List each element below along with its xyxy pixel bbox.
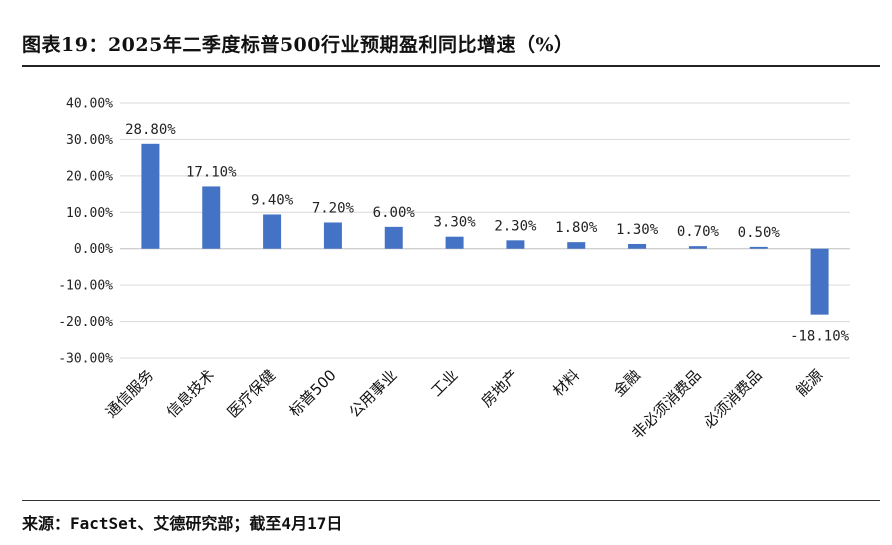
- y-tick-label: 20.00%: [66, 169, 113, 184]
- bar: [323, 222, 342, 249]
- bar: [749, 246, 768, 249]
- footer-divider: [22, 500, 880, 501]
- data-label: 1.80%: [555, 220, 598, 236]
- bar: [567, 242, 586, 249]
- bar: [263, 214, 282, 249]
- y-tick-label: -30.00%: [58, 352, 113, 367]
- x-category-label: 金融: [610, 366, 644, 400]
- data-label: 6.00%: [373, 205, 416, 221]
- x-category-label: 医疗保健: [224, 366, 279, 421]
- data-label: 28.80%: [125, 122, 176, 138]
- data-label: 1.30%: [616, 222, 659, 238]
- bar: [810, 248, 829, 315]
- data-label: 0.70%: [677, 224, 720, 240]
- x-category-label: 必须消费品: [700, 366, 766, 432]
- x-category-label: 工业: [427, 366, 461, 400]
- data-label: 2.30%: [494, 218, 537, 234]
- x-category-label: 标普500: [286, 366, 340, 420]
- y-tick-label: 10.00%: [66, 206, 113, 221]
- x-category-label: 房地产: [478, 366, 523, 411]
- data-label: 17.10%: [186, 164, 237, 180]
- x-category-label: 材料: [549, 366, 583, 400]
- data-label: 3.30%: [434, 215, 477, 231]
- x-category-label: 能源: [792, 366, 826, 400]
- bar: [202, 186, 221, 249]
- data-label: 7.20%: [312, 200, 355, 216]
- bar: [688, 246, 707, 249]
- y-tick-label: 40.00%: [66, 97, 113, 112]
- y-tick-label: 0.00%: [74, 242, 113, 257]
- x-category-label: 公用事业: [345, 366, 400, 421]
- bar: [628, 243, 647, 249]
- y-tick-label: -10.00%: [58, 279, 113, 294]
- x-category-label: 通信服务: [102, 366, 157, 421]
- bar-chart: 40.00% 30.00% 20.00% 10.00% 0.00% -10.00% -20.…: [58, 97, 850, 442]
- bar: [141, 143, 160, 249]
- data-label: -18.10%: [790, 329, 850, 345]
- chart-title: 图表19：2025年二季度标普500行业预期盈利同比增速（%）: [22, 34, 574, 56]
- bar: [384, 226, 403, 249]
- data-label: 0.50%: [738, 225, 781, 241]
- x-category-label: 信息技术: [163, 366, 218, 421]
- data-label: 9.40%: [251, 192, 294, 208]
- source-note: 来源：FactSet、艾德研究部；截至4月17日: [22, 514, 343, 533]
- bar: [506, 240, 525, 249]
- bar: [445, 236, 464, 249]
- y-tick-label: 30.00%: [66, 133, 113, 148]
- y-tick-label: -20.00%: [58, 315, 113, 330]
- title-divider: [22, 65, 880, 67]
